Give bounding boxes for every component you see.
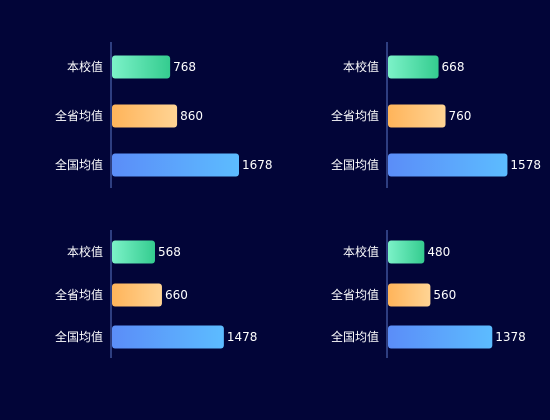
bar-school <box>388 55 439 79</box>
value-label-school: 568 <box>158 245 181 259</box>
category-label-school: 本校值 <box>343 244 379 259</box>
category-label-province: 全省均值 <box>331 287 379 302</box>
category-label-national: 全国均值 <box>331 157 379 172</box>
chart-panel-top-right: 本校值 668 全省均值 760 全国均值 1578 <box>331 42 541 188</box>
bar-national <box>112 325 224 349</box>
chart-panel-bottom-left: 本校值 568 全省均值 660 全国均值 1478 <box>55 230 257 358</box>
category-label-school: 本校值 <box>67 244 103 259</box>
category-label-province: 全省均值 <box>55 287 103 302</box>
category-label-national: 全国均值 <box>55 329 103 344</box>
value-label-school: 480 <box>427 245 450 259</box>
value-label-school: 768 <box>173 60 196 74</box>
category-label-national: 全国均值 <box>331 329 379 344</box>
value-label-national: 1578 <box>510 158 541 172</box>
category-label-national: 全国均值 <box>55 157 103 172</box>
chart-panel-top-left: 本校值 768 全省均值 860 全国均值 1678 <box>55 42 273 188</box>
value-label-province: 560 <box>433 288 456 302</box>
bar-province <box>112 283 162 307</box>
bar-national <box>388 153 508 177</box>
value-label-province: 760 <box>449 109 472 123</box>
bar-school <box>112 55 171 79</box>
category-label-province: 全省均值 <box>55 108 103 123</box>
value-label-province: 860 <box>180 109 203 123</box>
value-label-province: 660 <box>165 288 188 302</box>
bar-national <box>388 325 493 349</box>
chart-panel-bottom-right: 本校值 480 全省均值 560 全国均值 1378 <box>331 230 526 358</box>
value-label-national: 1478 <box>227 330 258 344</box>
value-label-national: 1378 <box>495 330 526 344</box>
bar-national <box>112 153 239 177</box>
bar-school <box>388 240 425 264</box>
bar-province <box>388 283 431 307</box>
bar-school <box>112 240 155 264</box>
category-label-school: 本校值 <box>343 59 379 74</box>
category-label-school: 本校值 <box>67 59 103 74</box>
bar-province <box>112 104 178 128</box>
value-label-school: 668 <box>442 60 465 74</box>
bar-province <box>388 104 446 128</box>
category-label-province: 全省均值 <box>331 108 379 123</box>
value-label-national: 1678 <box>242 158 273 172</box>
